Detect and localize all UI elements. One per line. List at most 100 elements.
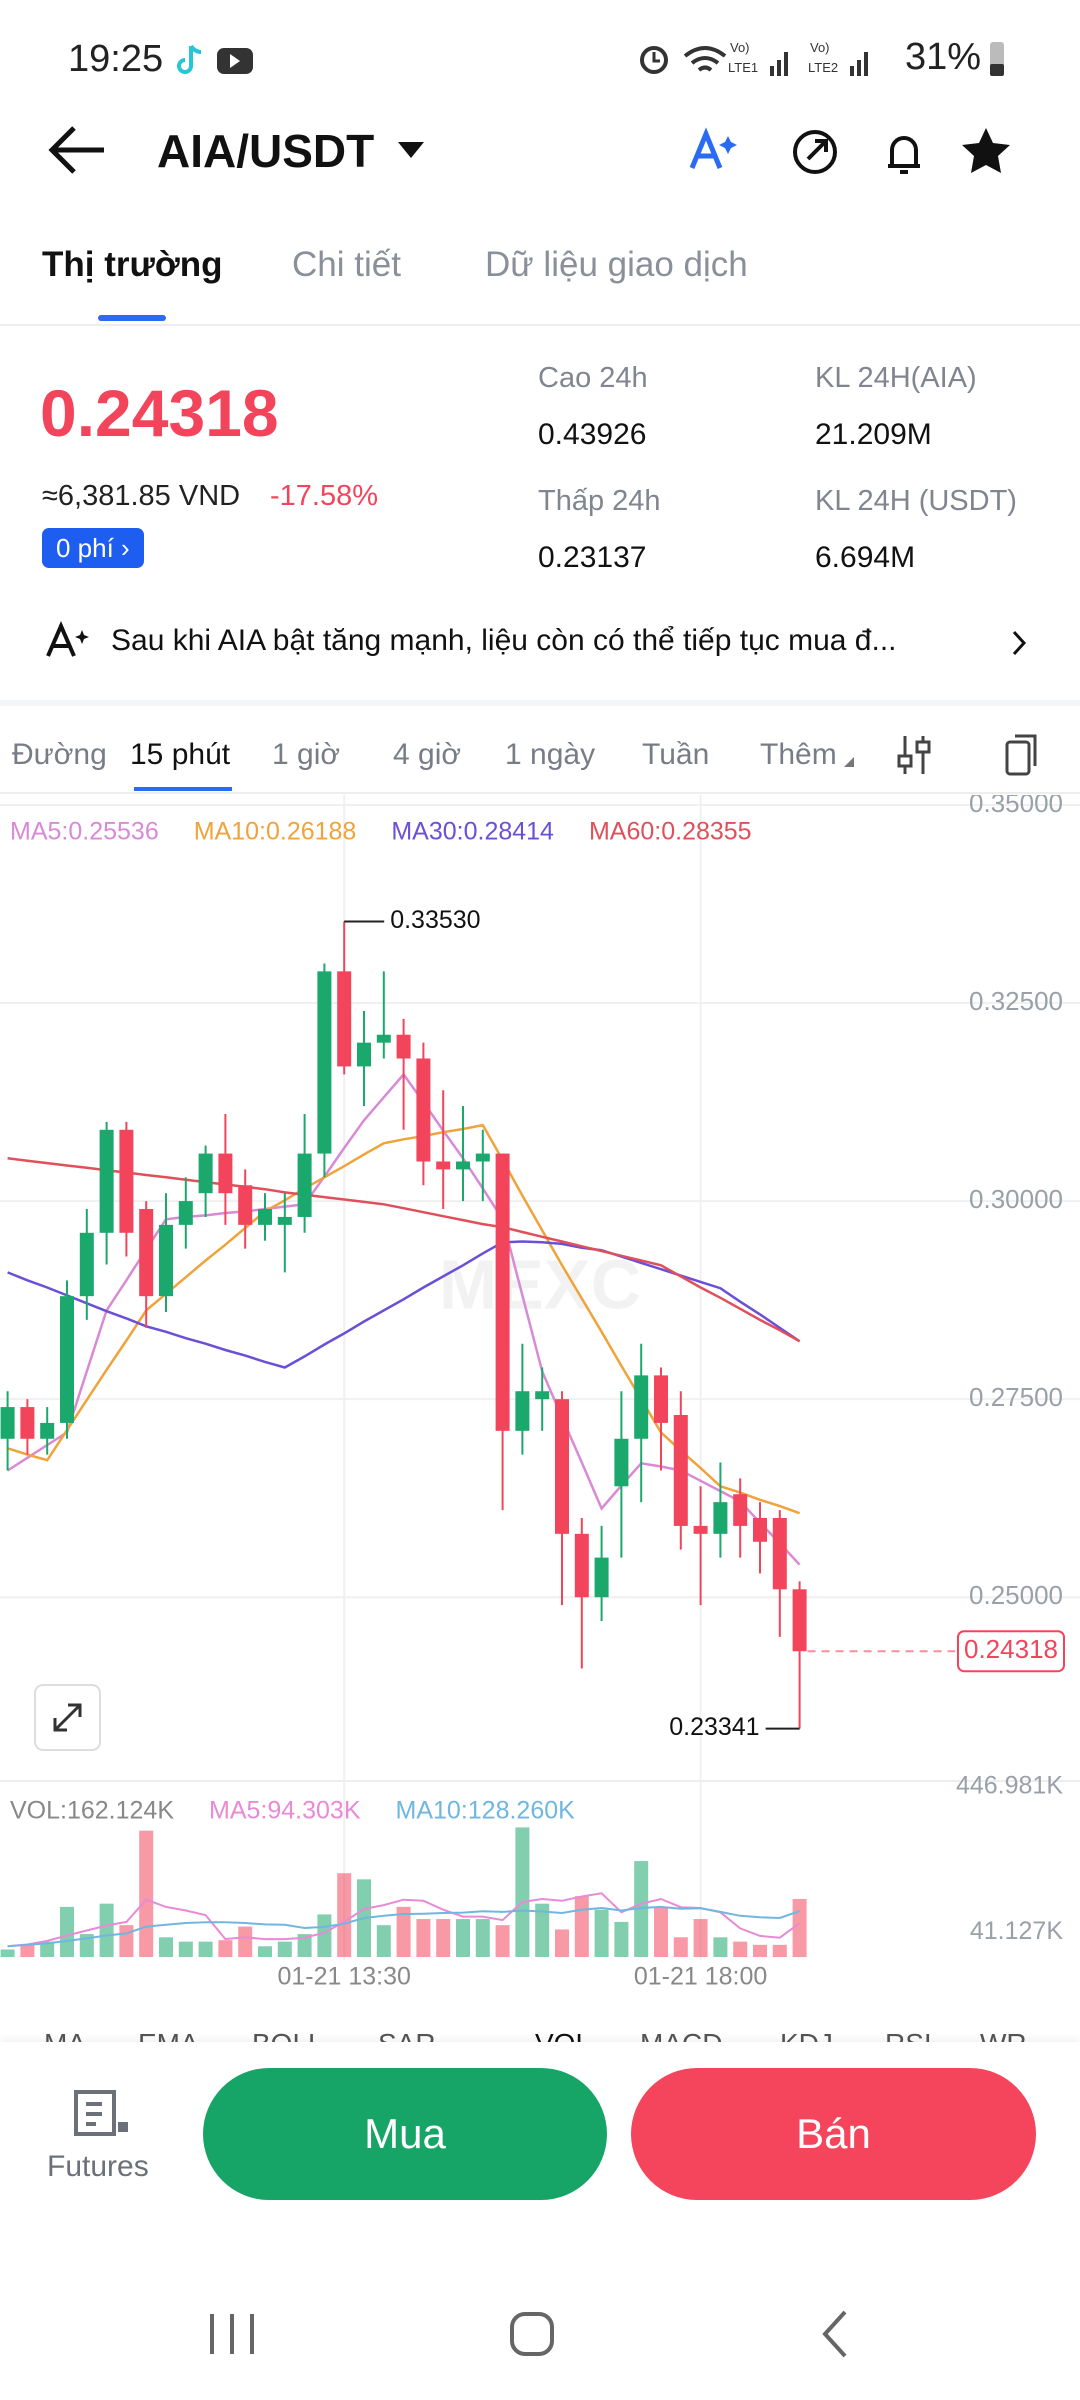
sell-button[interactable]: Bán [631,2068,1036,2200]
interval[interactable]: 1 ngày [505,738,596,771]
candle-body [357,1042,371,1067]
low-label: 0.23341 [669,1713,759,1741]
legend-entry: MA60:0.28355 [589,818,752,846]
y-tick-label: 0.32500 [969,986,1063,1016]
candle-body [495,1153,510,1431]
header-icons[interactable] [688,122,1028,182]
change-percent: -17.58% [270,480,379,512]
back-button[interactable] [44,120,114,180]
candle-body [555,1399,569,1534]
interval[interactable]: 1 giờ [272,738,341,771]
volume-bar [574,1896,589,1957]
interval-more[interactable]: Thêm [760,738,837,771]
candle-body [0,1407,15,1439]
interval-underline [134,787,232,791]
candle-body [515,1391,530,1431]
tab-market[interactable]: Thị trường [42,245,223,284]
stat-value: 6.694M [815,541,916,574]
ai-icon [46,620,89,657]
expand-icon [53,1703,82,1732]
candle-body [258,1209,272,1225]
candle-body [693,1525,708,1534]
volume-bar [119,1925,134,1957]
status-icons: Vo) LTE1 Vo) LTE2 [640,40,1004,76]
volume-bar [99,1903,114,1957]
divider [0,324,1080,326]
volume-bar [495,1925,510,1957]
candle-body [634,1375,649,1439]
stat-label: Thấp 24h [538,485,661,517]
candle-body [337,971,352,1067]
volume-bar [753,1944,767,1957]
y-tick-label: 0.27500 [969,1382,1063,1412]
candle-body [178,1201,193,1225]
svg-text:Vo): Vo) [810,40,830,55]
volume-bar [218,1940,233,1957]
volume-bar [654,1906,668,1957]
candle-body [535,1391,550,1400]
svg-text:LTE1: LTE1 [728,60,758,75]
pair-dropdown[interactable] [396,138,426,162]
stat-value: 0.43926 [538,418,647,451]
candle-body [654,1375,668,1423]
candle-body [416,1058,431,1162]
stat-label: Cao 24h [538,362,648,394]
volume-bar [614,1921,629,1957]
candle-body [436,1161,451,1170]
candle-body [456,1161,470,1170]
stat-value: 0.23137 [538,541,647,574]
candle-body [20,1407,35,1439]
candle-body [733,1494,748,1526]
candle-body [139,1209,154,1297]
volume-ma-line [7,1905,800,1948]
candle-body [673,1415,688,1526]
futures-icon[interactable] [72,2088,132,2138]
buy-button[interactable]: Mua [203,2068,607,2200]
candle-body [159,1224,173,1297]
volume-bar [535,1903,550,1957]
candle-body [772,1517,787,1590]
divider [0,700,1080,706]
chart-tools[interactable] [895,730,1045,780]
tab-detail[interactable]: Chi tiết [292,245,401,284]
volume-bar [475,1919,490,1957]
fee-badge[interactable]: 0 phí › [42,528,144,568]
candle-body [79,1232,94,1297]
volume-bar [733,1941,748,1957]
pair-title[interactable]: AIA/USDT [157,125,375,177]
candle-body [713,1502,728,1534]
x-tick-label: 01-21 18:00 [634,1963,767,1991]
buy-label: Mua [364,2110,446,2157]
interval-selected[interactable]: 15 phút [130,738,231,771]
watermark: MEXC [439,1245,641,1323]
volume-bar [772,1944,787,1957]
interval[interactable]: Đường [12,738,107,771]
volume-bar [0,1949,15,1957]
news-chevron[interactable] [1010,628,1030,658]
candle-body [317,971,332,1154]
volume-bar [337,1873,352,1957]
volume-bar [693,1919,708,1957]
futures-label[interactable]: Futures [47,2150,149,2183]
nav-bar[interactable] [0,2300,1080,2400]
interval[interactable]: Tuần [642,738,710,771]
y-tick-label: 0.25000 [969,1580,1063,1610]
candle-body [792,1589,807,1652]
volume-bar [277,1941,292,1957]
candle-body [614,1438,629,1487]
y-tick-label: 446.981K [956,1772,1063,1800]
candle-body [594,1557,609,1598]
stat-label: KL 24H(AIA) [815,362,977,394]
legend-entry: MA5:94.303K [209,1797,361,1825]
expand-button[interactable] [34,1684,101,1751]
volume-bar [713,1937,728,1957]
interval[interactable]: 4 giờ [393,738,462,771]
volume-bar [456,1919,470,1957]
candle-body [60,1296,74,1423]
volume-bar [594,1909,609,1957]
tab-trade-data[interactable]: Dữ liệu giao dịch [485,245,748,284]
news-headline[interactable]: Sau khi AIA bật tăng mạnh, liệu còn có t… [111,624,897,657]
x-tick-label: 01-21 13:30 [277,1963,410,1991]
candle-body [396,1034,411,1059]
